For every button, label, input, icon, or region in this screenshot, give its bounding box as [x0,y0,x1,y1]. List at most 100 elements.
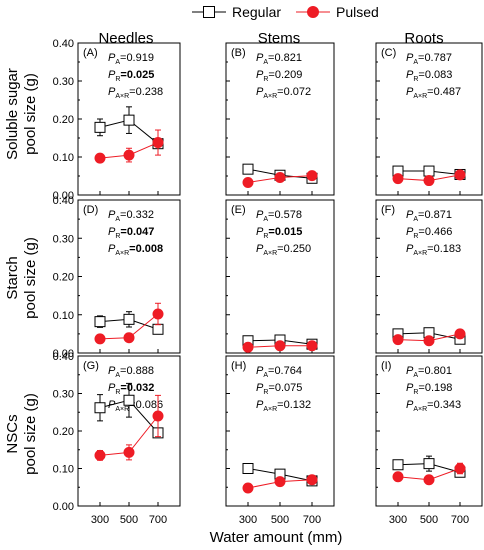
pulsed-point [423,175,435,187]
y-tick-label: 0.10 [53,310,74,322]
stat-line: PA×R=0.343 [406,399,461,413]
y-tick-label: 0.10 [53,152,74,164]
panel-id: (A) [83,47,98,59]
regular-point [423,458,435,470]
regular-point [392,459,404,471]
stat-line: PA=0.801 [406,365,452,379]
stat-line: PR=0.209 [256,69,302,83]
panel-h: 300 500 700 (H) PA=0.764 PR=0.075 PA×R=0.132 [225,355,335,526]
panel-id: (I) [381,360,391,372]
x-tick-label: 700 [303,514,321,526]
panel-frame [225,199,335,354]
row-label-2-line1: Starch [4,256,21,299]
stat-line: PR=0.015 [256,226,302,240]
y-tick-label: 0.00 [53,348,74,360]
panel-frame [77,355,181,507]
regular-point [152,323,164,335]
panel-id: (D) [83,204,98,216]
y-tick-label: 0.30 [53,76,74,88]
pulsed-point [306,474,318,486]
pulsed-point [454,328,466,340]
panel-g: 0.00 0.10 0.20 0.30 0.40 300 500 700 (G) PA=0.888… [53,351,181,526]
panel-id: (G) [83,360,99,372]
regular-point [94,402,106,414]
row-label-3-line1: NSCs [4,414,21,453]
stat-line: PA×R=0.250 [256,243,311,257]
stat-line: PA×R=0.008 [108,243,163,257]
x-tick-label: 700 [149,514,167,526]
stat-line: PA=0.332 [108,209,154,223]
pulsed-point [152,308,164,320]
stat-line: PR=0.083 [406,69,452,83]
pulsed-point [94,333,106,345]
panels: 0.00 0.10 0.20 0.30 0.40 (A) PA=0.919 PR=0.025 P… [53,38,483,526]
pulsed-point [152,410,164,422]
y-tick-label: 0.40 [53,195,74,207]
stat-line: PA=0.919 [108,52,154,66]
pulsed-point [242,176,254,188]
stat-line: PA=0.578 [256,209,302,223]
pulsed-point [274,476,286,488]
stat-line: PA×R=0.132 [256,399,311,413]
pulsed-point [392,471,404,483]
stat-line: PA=0.871 [406,209,452,223]
stat-line: PA=0.821 [256,52,302,66]
legend-regular-marker [203,6,215,18]
y-tick-label: 0.40 [53,351,74,363]
panel-b: (B) PA=0.821 PR=0.209 PA×R=0.072 [225,42,335,196]
x-tick-label: 700 [451,514,469,526]
stat-line: PA=0.787 [406,52,452,66]
panel-id: (B) [231,47,246,59]
regular-point [423,165,435,177]
regular-point [123,313,135,325]
y-tick-label: 0.20 [53,426,74,438]
column-title-roots: Roots [404,30,443,47]
regular-point [94,121,106,133]
panel-e: (E) PA=0.578 PR=0.015 PA×R=0.250 [225,199,335,354]
x-tick-label: 500 [120,514,138,526]
stat-line: PR=0.032 [108,382,154,396]
regular-point [242,163,254,175]
y-tick-label: 0.00 [53,190,74,202]
pulsed-point [423,335,435,347]
pulsed-point [94,449,106,461]
stat-line: PR=0.025 [108,69,154,83]
legend: Regular Pulsed [192,4,379,20]
regular-point [94,316,106,328]
pulsed-point [123,332,135,344]
regular-point [123,394,135,406]
y-tick-label: 0.30 [53,233,74,245]
pulsed-point [423,474,435,486]
legend-pulsed-label: Pulsed [336,4,379,20]
x-tick-label: 500 [271,514,289,526]
pulsed-point [454,463,466,474]
x-axis-title: Water amount (mm) [210,529,343,546]
pulsed-point [392,334,404,346]
pulsed-point [123,446,135,458]
y-tick-label: 0.10 [53,464,74,476]
pulsed-point [306,340,318,352]
row-label-1-line1: Soluble sugar [4,68,21,160]
pulsed-point [94,152,106,164]
pulsed-point [242,341,254,353]
stat-line: PR=0.466 [406,226,452,240]
panel-id: (F) [381,204,395,216]
pulsed-point [242,482,254,494]
stat-line: PA=0.888 [108,365,154,379]
stat-line: PR=0.075 [256,382,302,396]
y-tick-label: 0.30 [53,389,74,401]
stat-line: PA=0.764 [256,365,302,379]
column-title-stems: Stems [258,30,301,47]
legend-regular-label: Regular [232,4,281,20]
panel-id: (C) [381,47,396,59]
x-tick-label: 500 [420,514,438,526]
x-tick-label: 300 [389,514,407,526]
panel-id: (E) [231,204,246,216]
panel-id: (H) [231,360,246,372]
stat-line: PR=0.198 [406,382,452,396]
stat-line: PA×R=0.086 [108,399,163,413]
regular-point [123,114,135,126]
stat-line: PR=0.047 [108,226,154,240]
panel-i: 300 500 700 (I) PA=0.801 PR=0.198 PA×R=0.343 [375,355,483,526]
pulsed-point [274,172,286,184]
